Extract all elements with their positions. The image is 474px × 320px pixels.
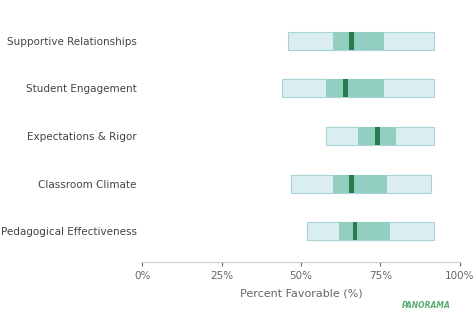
Bar [288,32,434,50]
Bar [292,175,431,193]
Bar [327,79,383,97]
Bar [339,222,390,240]
Bar [343,79,348,97]
Bar [375,127,380,145]
Bar [353,222,357,240]
X-axis label: Percent Favorable (%): Percent Favorable (%) [240,288,362,298]
Bar [282,79,434,97]
Text: PANORAMA: PANORAMA [401,301,450,310]
Bar [307,222,434,240]
Bar [358,127,396,145]
Bar [327,127,434,145]
Bar [333,175,387,193]
Bar [349,32,354,50]
Bar [349,175,354,193]
Bar [333,32,383,50]
